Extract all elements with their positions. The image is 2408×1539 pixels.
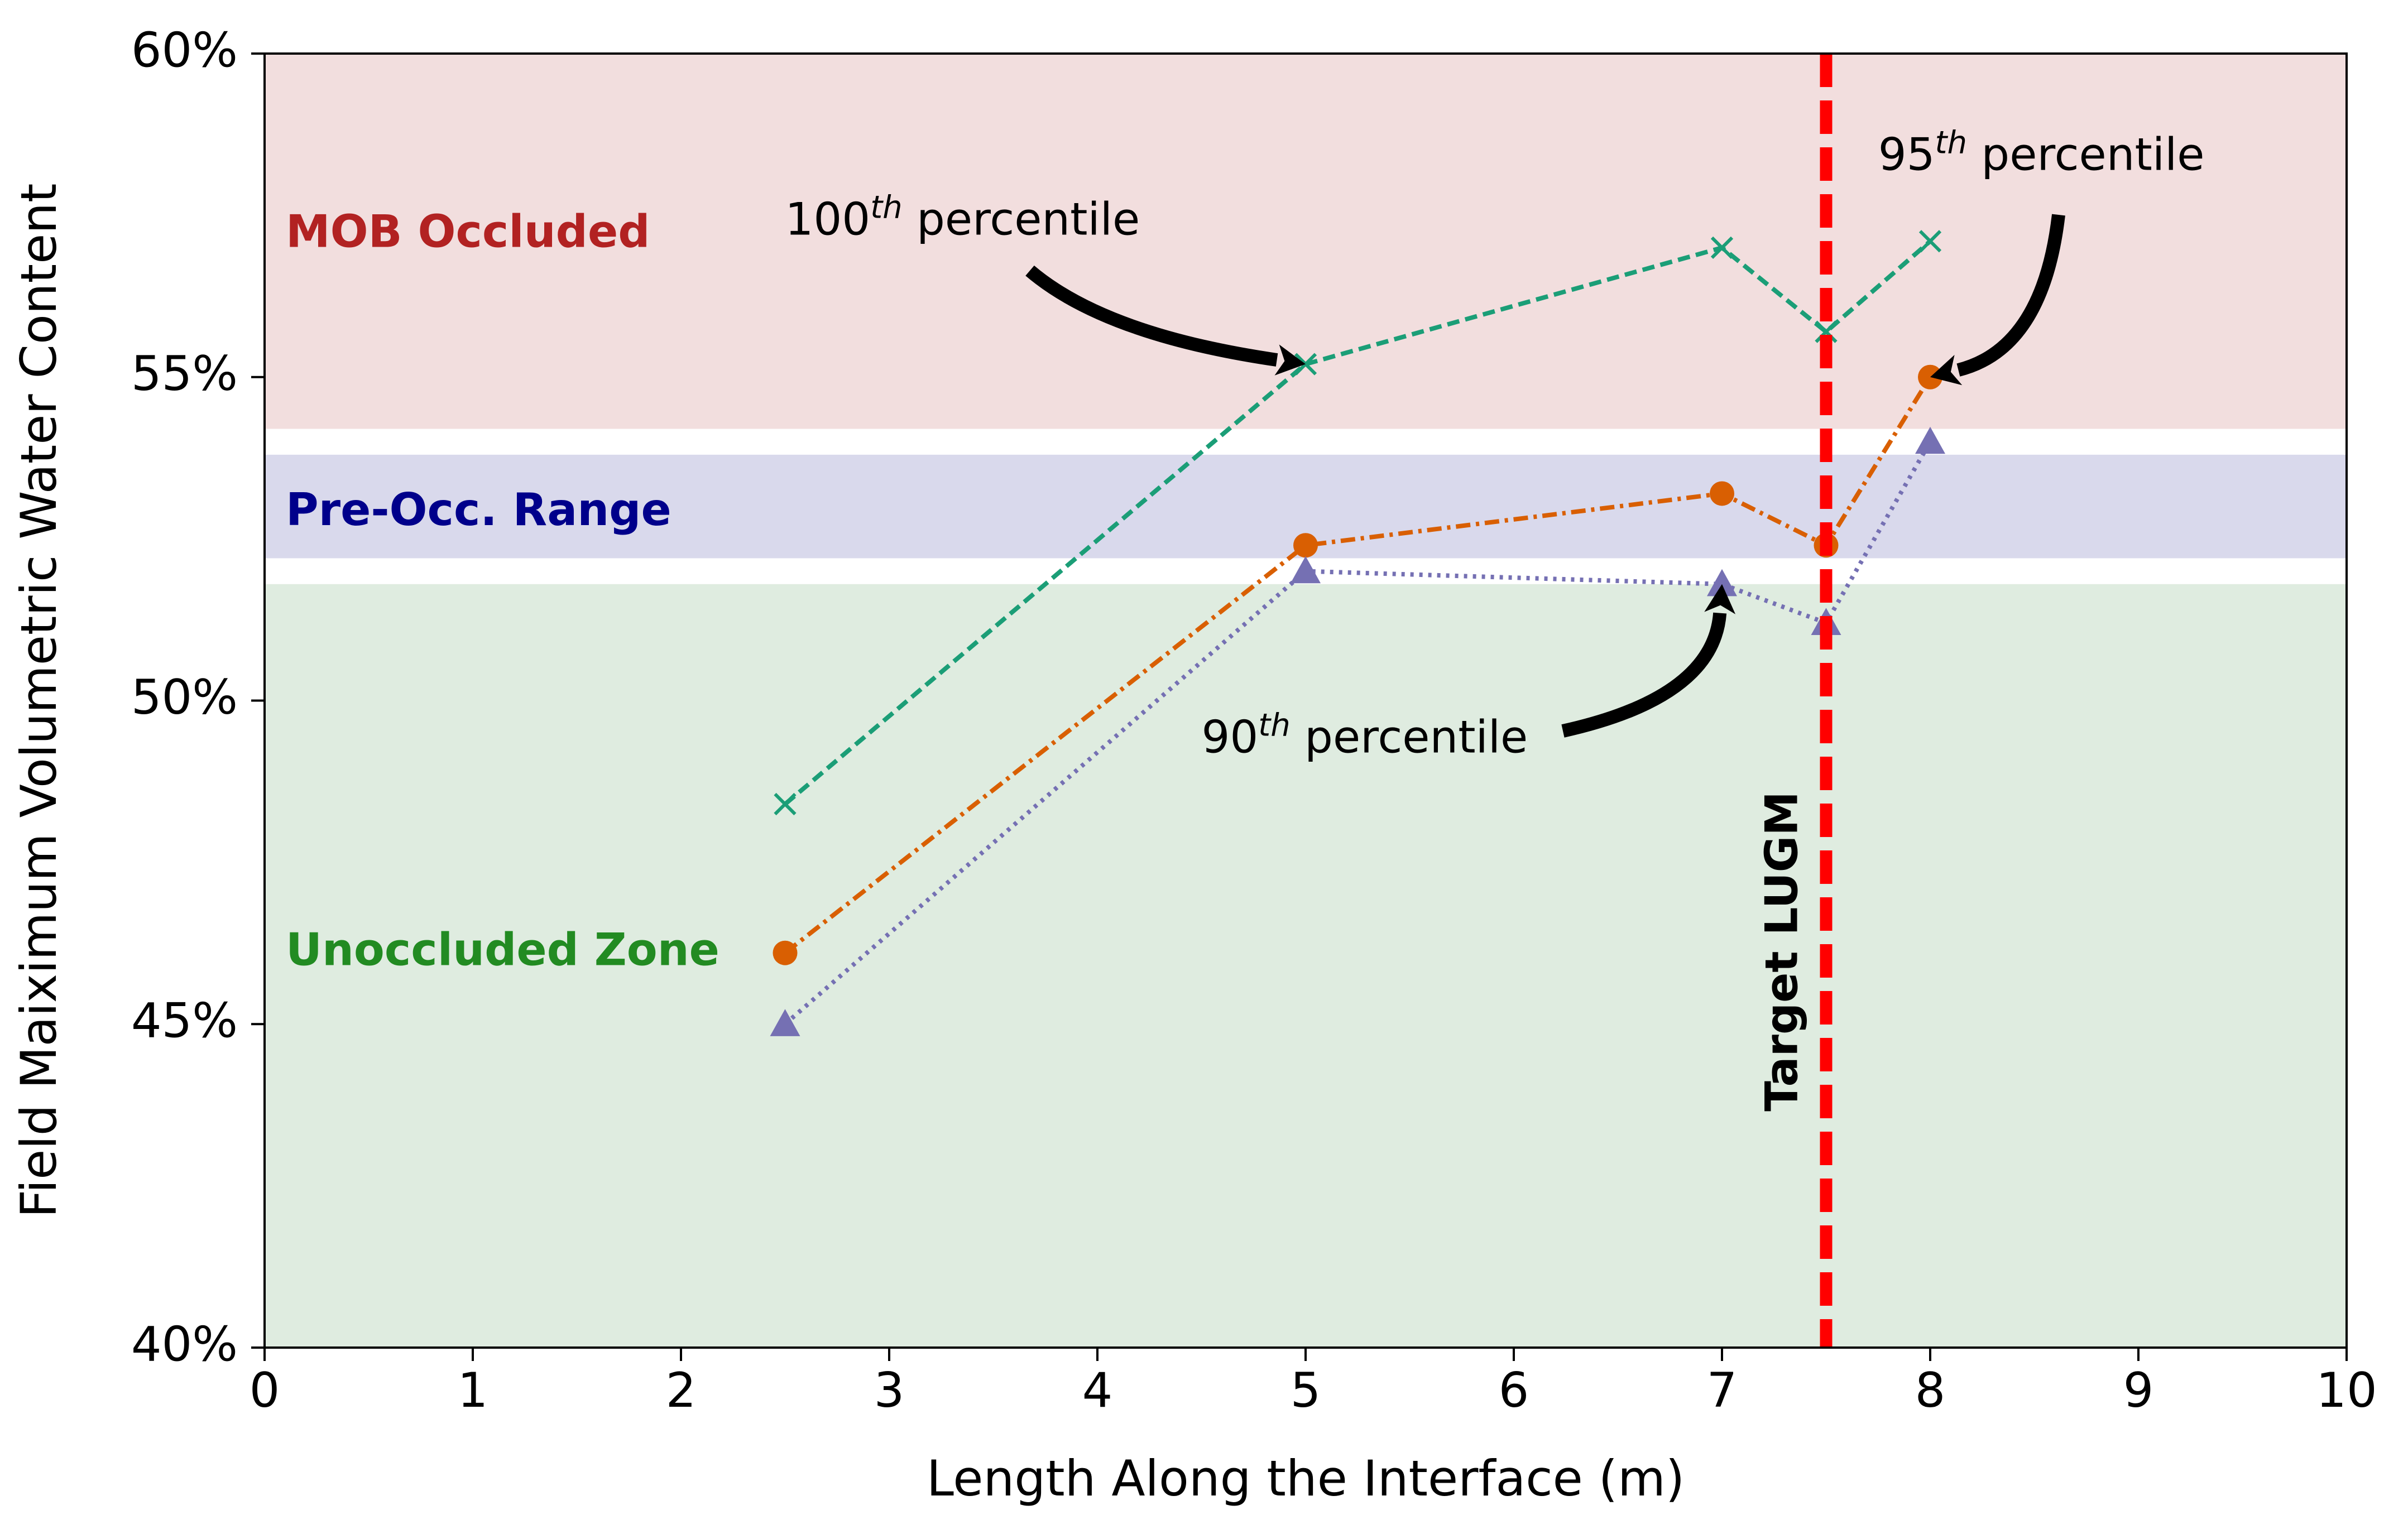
series-0-point-3 bbox=[1815, 320, 1838, 343]
annotation-0: 100th percentile bbox=[785, 190, 1140, 246]
series-1-point-1 bbox=[1293, 533, 1318, 558]
x-tick-label: 4 bbox=[1082, 1363, 1113, 1418]
y-tick-label: 50% bbox=[131, 670, 238, 725]
annotation-arrow-2 bbox=[1561, 612, 1727, 738]
y-tick-label: 55% bbox=[131, 346, 238, 402]
y-tick-label: 45% bbox=[131, 993, 238, 1049]
series-0-point-2 bbox=[1710, 236, 1734, 259]
annotation-arrow-0 bbox=[1025, 265, 1278, 367]
series-2-point-1 bbox=[1291, 556, 1321, 584]
target-vline-label: Target LUGM bbox=[1756, 791, 1808, 1112]
x-tick-label: 6 bbox=[1499, 1363, 1529, 1418]
annotation-arrowhead-2 bbox=[1704, 584, 1736, 614]
y-axis-label: Field Maiximum Volumetric Water Content bbox=[10, 184, 68, 1218]
y-tick-label: 40% bbox=[131, 1316, 238, 1372]
x-tick-label: 3 bbox=[874, 1363, 905, 1418]
series-1-point-0 bbox=[773, 940, 798, 965]
x-tick-label: 10 bbox=[2316, 1363, 2377, 1418]
annotation-1: 95th percentile bbox=[1878, 125, 2205, 181]
series-1-point-2 bbox=[1710, 481, 1734, 506]
series-2-point-0 bbox=[770, 1009, 800, 1036]
series-line-2 bbox=[783, 440, 1932, 1026]
annotation-arrow-1 bbox=[1956, 214, 2065, 377]
series-2-point-2 bbox=[1707, 569, 1737, 597]
band-label-2: Unoccluded Zone bbox=[286, 924, 719, 976]
annotation-2: 90th percentile bbox=[1202, 707, 1528, 763]
band-2 bbox=[265, 584, 2347, 1348]
band-label-1: Pre-Occ. Range bbox=[286, 484, 671, 536]
band-label-0: MOB Occluded bbox=[286, 206, 650, 258]
x-axis-label: Length Along the Interface (m) bbox=[927, 1450, 1685, 1507]
x-tick-label: 7 bbox=[1707, 1363, 1738, 1418]
x-tick-label: 1 bbox=[458, 1363, 488, 1418]
series-0-point-0 bbox=[774, 792, 797, 816]
series-2-point-4 bbox=[1915, 426, 1945, 454]
y-tick-label: 60% bbox=[131, 22, 238, 78]
x-tick-label: 9 bbox=[2123, 1363, 2154, 1418]
x-tick-label: 5 bbox=[1291, 1363, 1321, 1418]
annotation-arrowhead-0 bbox=[1274, 344, 1306, 376]
series-0-point-4 bbox=[1918, 230, 1942, 253]
annotation-arrowhead-1 bbox=[1930, 354, 1963, 386]
x-tick-label: 0 bbox=[250, 1363, 280, 1418]
x-tick-label: 2 bbox=[666, 1363, 697, 1418]
x-tick-label: 8 bbox=[1915, 1363, 1946, 1418]
